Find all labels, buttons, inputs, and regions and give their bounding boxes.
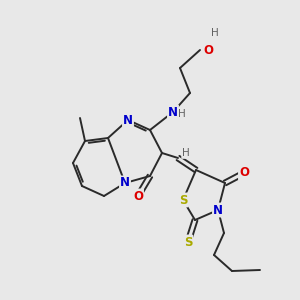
Text: H: H (182, 148, 190, 158)
Text: N: N (168, 106, 178, 118)
Text: O: O (133, 190, 143, 202)
Text: O: O (239, 167, 249, 179)
Text: H: H (178, 109, 186, 119)
Text: N: N (213, 203, 223, 217)
Text: S: S (184, 236, 192, 248)
Text: O: O (203, 44, 213, 56)
Text: N: N (123, 113, 133, 127)
Text: S: S (179, 194, 187, 206)
Text: N: N (120, 176, 130, 190)
Text: H: H (211, 28, 219, 38)
